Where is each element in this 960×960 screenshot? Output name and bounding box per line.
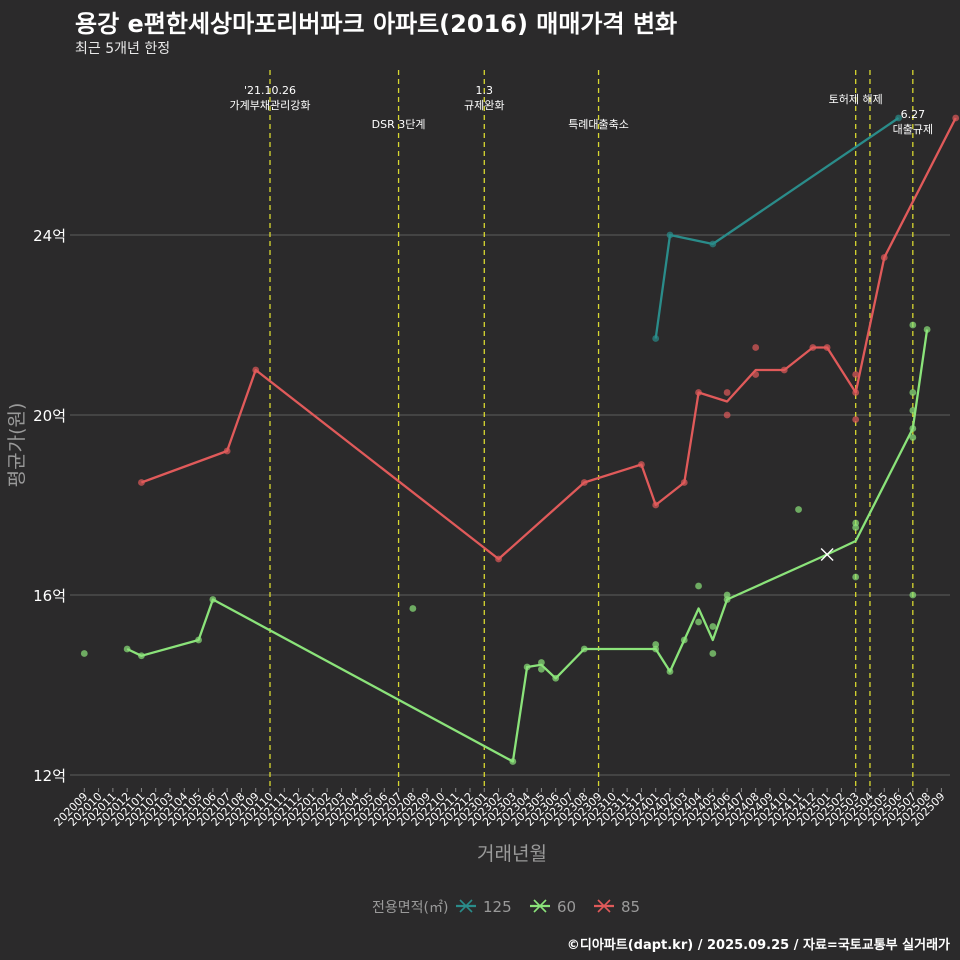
data-point-85 <box>852 416 860 423</box>
data-point-85 <box>880 254 888 261</box>
legend-label-125: 125 <box>483 898 512 916</box>
cross-marker <box>820 548 834 561</box>
data-point-85 <box>752 344 760 351</box>
legend-label-60: 60 <box>557 898 576 916</box>
data-point-85 <box>252 366 260 374</box>
data-point-60 <box>523 663 531 671</box>
event-label: '21.10.26 <box>244 84 296 97</box>
data-point-125 <box>709 240 717 248</box>
data-point-60 <box>695 618 702 626</box>
legend-title: 전용면적(㎡) <box>372 900 448 916</box>
legend-label-85: 85 <box>621 898 640 916</box>
data-point-85 <box>680 479 688 486</box>
chart-subtitle: 최근 5개년 한정 <box>75 41 171 57</box>
gridlines <box>70 234 950 776</box>
chart-title: 용강 e편한세상마포리버파크 아파트(2016) 매매가격 변화 <box>75 10 678 38</box>
data-point-60 <box>709 650 717 657</box>
data-point-60 <box>580 645 588 653</box>
data-point-60 <box>195 636 202 644</box>
data-point-60 <box>666 668 674 675</box>
data-point-85 <box>638 461 645 468</box>
data-point-60 <box>538 659 545 666</box>
legend-key-60 <box>533 899 547 913</box>
data-point-60 <box>795 506 802 513</box>
data-point-60 <box>509 758 517 765</box>
data-point-60 <box>652 645 660 653</box>
data-point-60 <box>538 665 545 673</box>
data-point-60 <box>409 605 417 612</box>
data-point-60 <box>680 636 688 644</box>
data-point-85 <box>780 366 788 374</box>
source-caption: ©디아파트(dapt.kr) / 2025.09.25 / 자료=국토교통부 실… <box>566 938 950 953</box>
data-point-60 <box>909 591 917 599</box>
y-tick-label: 20억 <box>33 407 66 425</box>
data-point-85 <box>223 447 231 455</box>
data-point-60 <box>909 407 917 414</box>
event-label: 6.27 <box>901 108 926 121</box>
data-point-85 <box>809 344 817 351</box>
y-axis-label: 평균가(원) <box>6 403 28 488</box>
data-point-85 <box>695 389 702 396</box>
y-axis-ticks: 12억 16억 20억 24억 <box>33 227 66 785</box>
data-point-125 <box>652 335 660 342</box>
event-label: 규제완화 <box>464 99 504 112</box>
data-point-85 <box>752 371 760 378</box>
data-point-60 <box>80 650 88 657</box>
data-point-60 <box>923 326 931 333</box>
legend: 전용면적(㎡) 125 60 85 <box>372 898 640 916</box>
series-line-85 <box>141 117 957 561</box>
data-point-60 <box>138 652 145 660</box>
data-point-85 <box>580 479 588 486</box>
data-point-85 <box>852 371 860 378</box>
data-point-60 <box>123 645 131 653</box>
data-series <box>80 114 960 765</box>
data-point-85 <box>652 501 660 509</box>
data-point-60 <box>909 434 917 441</box>
data-point-60 <box>909 389 917 396</box>
data-point-60 <box>852 573 860 581</box>
event-label: DSR 3단계 <box>372 118 426 131</box>
data-point-60 <box>909 321 917 329</box>
data-point-85 <box>852 389 860 396</box>
data-point-125 <box>895 114 902 122</box>
data-point-60 <box>695 582 702 590</box>
y-tick-label: 24억 <box>33 227 66 245</box>
event-label: 토허제 해제 <box>829 92 883 106</box>
data-point-85 <box>952 114 960 122</box>
y-tick-label: 12억 <box>33 767 66 785</box>
data-point-85 <box>823 344 831 351</box>
data-point-60 <box>852 524 860 531</box>
event-label: 가계부채관리강화 <box>230 99 311 112</box>
data-point-85 <box>723 389 731 396</box>
event-label: 1.3 <box>476 84 494 97</box>
data-point-60 <box>709 623 717 630</box>
x-axis-label: 거래년월 <box>477 843 547 865</box>
data-point-85 <box>138 479 145 486</box>
x-axis-ticks: 2020092020102020112020122021012021022021… <box>52 788 948 829</box>
data-point-85 <box>495 555 502 563</box>
y-tick-label: 16억 <box>33 587 66 605</box>
data-point-60 <box>723 591 731 599</box>
series-line-125 <box>654 117 900 339</box>
event-label: 특례대출축소 <box>568 118 629 131</box>
data-point-125 <box>666 231 674 239</box>
legend-key-85 <box>597 899 611 913</box>
event-lines <box>269 70 914 788</box>
data-point-60 <box>552 674 560 682</box>
event-label: 대출규제 <box>893 123 933 136</box>
data-point-60 <box>909 425 917 432</box>
data-point-60 <box>209 596 217 603</box>
data-point-85 <box>723 411 731 419</box>
legend-key-125 <box>459 899 473 913</box>
